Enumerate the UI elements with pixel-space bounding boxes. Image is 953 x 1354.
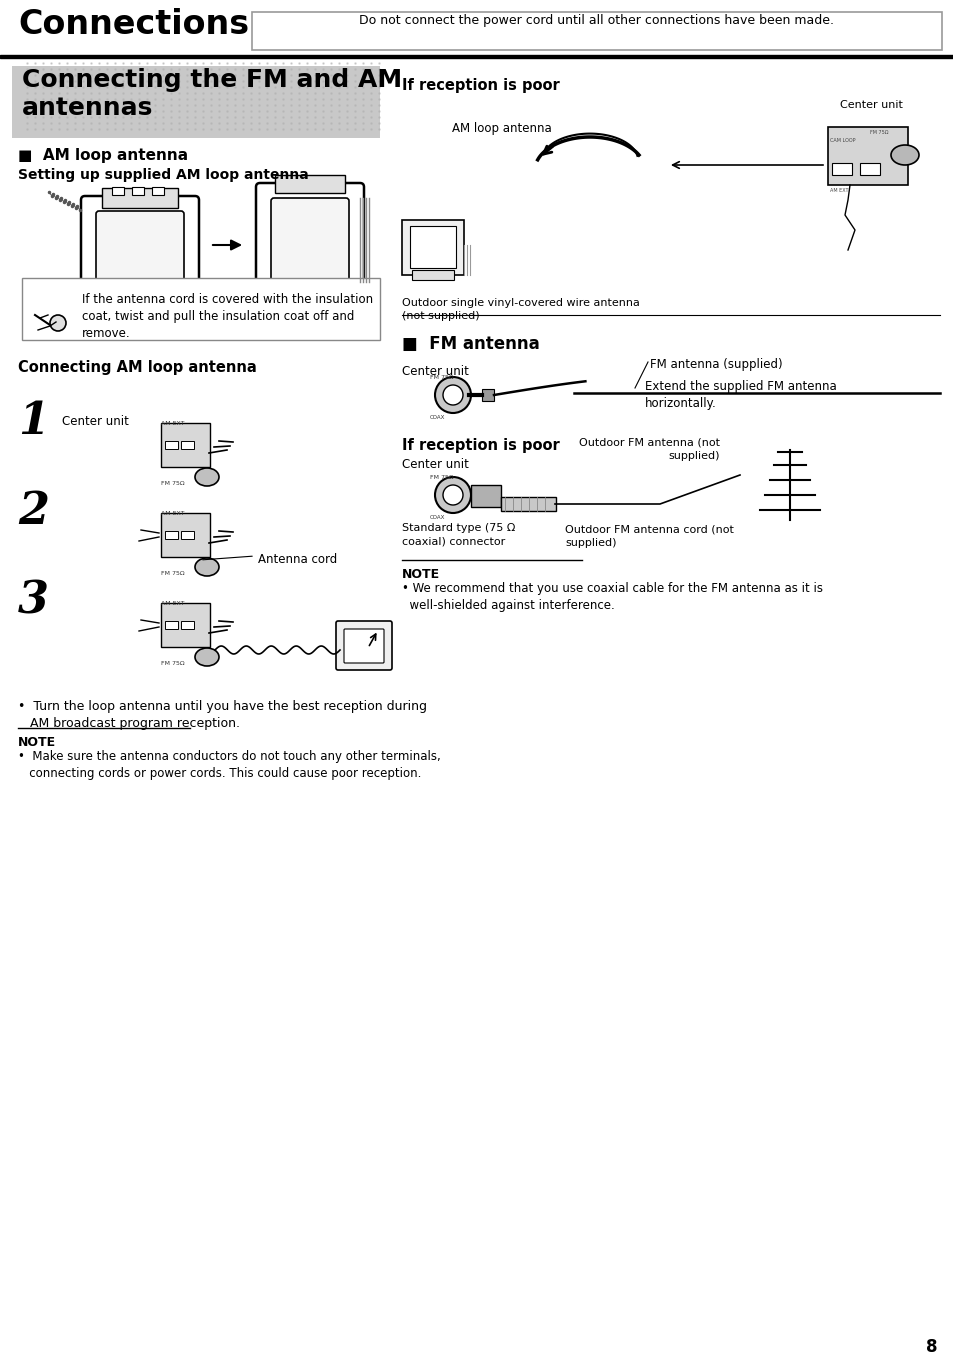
Text: NOTE: NOTE	[18, 737, 56, 749]
Text: NOTE: NOTE	[401, 567, 439, 581]
Text: ■  FM antenna: ■ FM antenna	[401, 334, 539, 353]
Circle shape	[435, 376, 471, 413]
Text: 8: 8	[925, 1338, 937, 1354]
Text: Outdoor FM antenna cord (not
supplied): Outdoor FM antenna cord (not supplied)	[564, 525, 733, 548]
FancyBboxPatch shape	[96, 211, 184, 288]
Bar	[165, 441, 178, 450]
Circle shape	[442, 385, 462, 405]
Text: •  Turn the loop antenna until you have the best reception during
   AM broadcas: • Turn the loop antenna until you have t…	[18, 700, 427, 730]
Bar	[500, 497, 556, 510]
Text: 3: 3	[18, 580, 49, 623]
Text: Connections: Connections	[18, 8, 249, 41]
Text: Extend the supplied FM antenna
horizontally.: Extend the supplied FM antenna horizonta…	[644, 380, 836, 410]
Text: ■  AM loop antenna: ■ AM loop antenna	[18, 148, 188, 162]
Text: FM 75Ω: FM 75Ω	[430, 375, 453, 380]
Text: AM EXT: AM EXT	[829, 188, 847, 194]
FancyBboxPatch shape	[255, 183, 364, 297]
Text: FM 75Ω: FM 75Ω	[161, 481, 185, 486]
Bar	[410, 226, 456, 268]
Circle shape	[435, 477, 471, 513]
Text: Connecting AM loop antenna: Connecting AM loop antenna	[18, 360, 256, 375]
Text: Outdoor FM antenna (not
supplied): Outdoor FM antenna (not supplied)	[578, 437, 720, 462]
Text: AM EXT: AM EXT	[161, 421, 184, 427]
Bar	[481, 389, 494, 401]
Bar	[161, 603, 210, 647]
Circle shape	[442, 485, 462, 505]
Bar	[181, 531, 193, 539]
Bar	[471, 485, 500, 506]
Bar	[152, 187, 164, 195]
Text: CAM LOOP: CAM LOOP	[829, 138, 855, 144]
Text: FM 75Ω: FM 75Ω	[161, 571, 185, 575]
Bar	[859, 162, 879, 175]
Text: Outdoor single vinyl-covered wire antenna
(not supplied): Outdoor single vinyl-covered wire antenn…	[401, 298, 639, 321]
Text: FM 75Ω: FM 75Ω	[161, 661, 185, 666]
Bar	[0, 56, 953, 58]
Bar	[165, 621, 178, 630]
Text: Setting up supplied AM loop antenna: Setting up supplied AM loop antenna	[18, 168, 309, 181]
Text: If the antenna cord is covered with the insulation
coat, twist and pull the insu: If the antenna cord is covered with the …	[82, 292, 373, 340]
Text: Center unit: Center unit	[401, 458, 468, 471]
Text: Standard type (75 Ω
coaxial) connector: Standard type (75 Ω coaxial) connector	[401, 523, 515, 546]
Text: FM antenna (supplied): FM antenna (supplied)	[649, 357, 781, 371]
Text: Center unit: Center unit	[401, 366, 468, 378]
Circle shape	[50, 315, 66, 330]
Text: AM EXT: AM EXT	[161, 601, 184, 607]
Text: Center unit: Center unit	[840, 100, 902, 110]
Ellipse shape	[194, 468, 219, 486]
Text: AM EXT: AM EXT	[161, 510, 184, 516]
Text: Antenna cord: Antenna cord	[257, 552, 337, 566]
Bar	[181, 441, 193, 450]
Text: FM 75Ω: FM 75Ω	[869, 130, 887, 135]
FancyBboxPatch shape	[81, 196, 199, 305]
Bar	[827, 127, 907, 185]
Text: FM 75Ω: FM 75Ω	[430, 475, 453, 481]
Bar	[412, 269, 454, 280]
Bar	[274, 175, 345, 194]
Text: 2: 2	[18, 490, 49, 533]
Bar	[132, 187, 144, 195]
Text: If reception is poor: If reception is poor	[401, 79, 559, 93]
Bar	[165, 531, 178, 539]
Bar	[831, 162, 851, 175]
Text: AM loop antenna: AM loop antenna	[452, 122, 551, 135]
Text: •  Make sure the antenna conductors do not touch any other terminals,
   connect: • Make sure the antenna conductors do no…	[18, 750, 440, 780]
Text: Center unit: Center unit	[62, 414, 129, 428]
Text: Connecting the FM and AM
antennas: Connecting the FM and AM antennas	[22, 68, 402, 119]
FancyBboxPatch shape	[344, 630, 384, 663]
FancyBboxPatch shape	[335, 621, 392, 670]
Bar	[112, 187, 124, 195]
Bar	[161, 422, 210, 467]
Ellipse shape	[194, 649, 219, 666]
Bar	[181, 621, 193, 630]
Text: 1: 1	[18, 399, 49, 443]
Text: Do not connect the power cord until all other connections have been made.: Do not connect the power cord until all …	[359, 14, 834, 27]
Ellipse shape	[890, 145, 918, 165]
Bar	[401, 219, 463, 275]
Text: If reception is poor: If reception is poor	[401, 437, 559, 454]
Bar	[161, 513, 210, 556]
Bar	[12, 66, 379, 138]
Text: COAX: COAX	[430, 515, 445, 520]
Text: COAX: COAX	[430, 414, 445, 420]
Text: • We recommend that you use coaxial cable for the FM antenna as it is
  well-shi: • We recommend that you use coaxial cabl…	[401, 582, 822, 612]
FancyBboxPatch shape	[271, 198, 349, 282]
Bar	[102, 188, 178, 209]
Bar	[22, 278, 379, 340]
Ellipse shape	[194, 558, 219, 575]
Bar	[252, 12, 941, 50]
